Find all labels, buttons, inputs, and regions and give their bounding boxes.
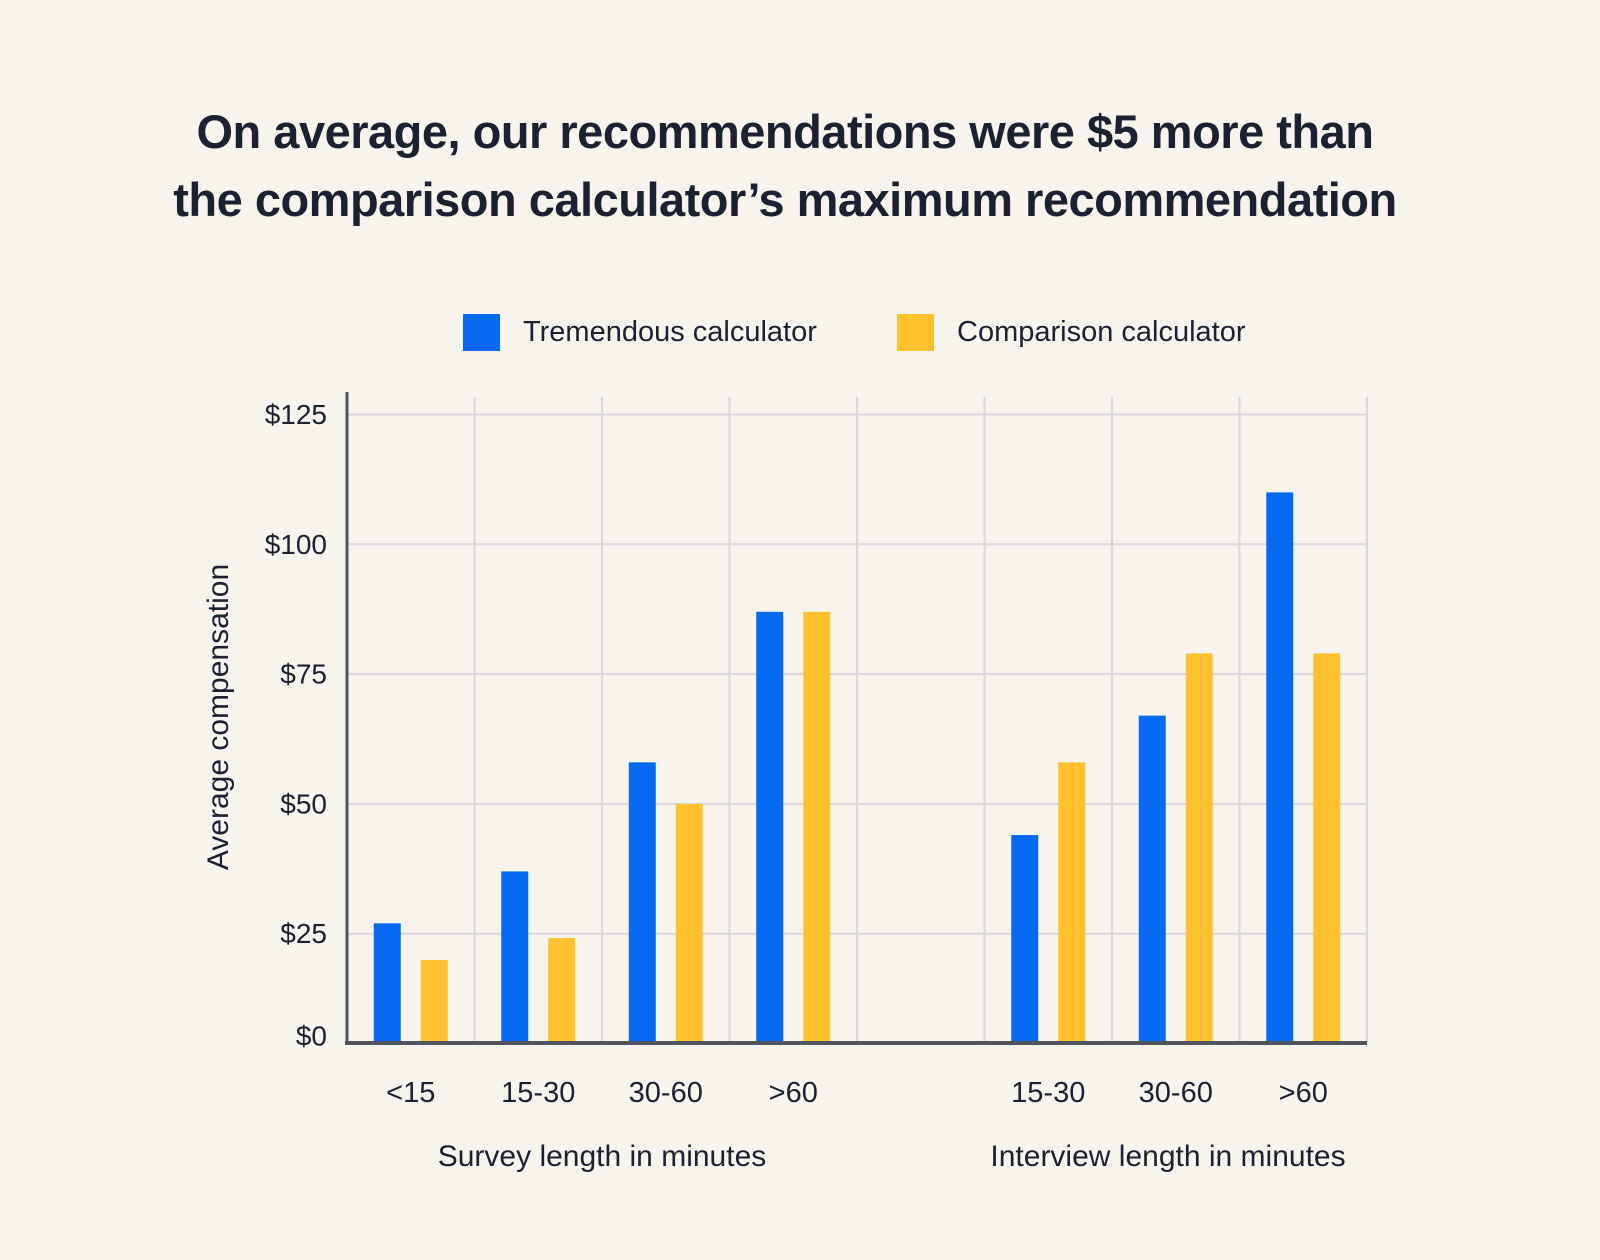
bar-survey-<15-comparison: [420, 959, 448, 1042]
x-tick-label-survey-30-60: 30-60: [629, 1077, 703, 1109]
chart-title: On average, our recommendations were $5 …: [0, 98, 1570, 234]
x-tick-label-interview-15-30: 15-30: [1011, 1077, 1085, 1109]
legend-label-comparison: Comparison calculator: [957, 316, 1246, 348]
bar-survey-15-30-comparison: [548, 938, 576, 1042]
legend-swatch-tremendous: [463, 314, 500, 351]
y-axis-title: Average compensation: [202, 563, 235, 871]
bar-survey-30-60-tremendous: [628, 762, 656, 1042]
bar-interview->60-comparison: [1313, 653, 1341, 1042]
x-axis-title-survey: Survey length in minutes: [437, 1140, 767, 1173]
y-tick-label-25: $25: [280, 918, 327, 949]
x-tick-label-interview->60: >60: [1279, 1077, 1328, 1109]
bar-interview-30-60-comparison: [1185, 653, 1213, 1042]
bar-interview-15-30-tremendous: [1011, 835, 1039, 1042]
chart-title-line-1: On average, our recommendations were $5 …: [196, 105, 1374, 158]
y-tick-label-50: $50: [280, 788, 327, 819]
bar-interview-15-30-comparison: [1058, 762, 1086, 1042]
chart-title-line-2: the comparison calculator’s maximum reco…: [173, 173, 1397, 226]
x-tick-label-survey-15-30: 15-30: [501, 1077, 575, 1109]
bar-survey-15-30-tremendous: [501, 871, 529, 1042]
x-tick-label-interview-30-60: 30-60: [1139, 1077, 1213, 1109]
legend-item-tremendous: Tremendous calculator: [463, 314, 817, 351]
bar-survey->60-comparison: [803, 611, 831, 1042]
bar-interview-30-60-tremendous: [1138, 715, 1166, 1042]
bar-survey-<15-tremendous: [373, 923, 401, 1042]
legend-item-comparison: Comparison calculator: [897, 314, 1246, 351]
bar-interview->60-tremendous: [1266, 492, 1294, 1042]
x-axis-title-interview: Interview length in minutes: [990, 1140, 1346, 1173]
x-tick-label-survey-<15: <15: [386, 1077, 435, 1109]
legend-label-tremendous: Tremendous calculator: [523, 316, 817, 348]
bar-survey-30-60-comparison: [675, 803, 703, 1042]
y-tick-label-75: $75: [280, 659, 327, 690]
x-tick-label-survey->60: >60: [769, 1077, 818, 1109]
bar-survey->60-tremendous: [756, 611, 784, 1042]
legend-swatch-comparison: [897, 314, 934, 351]
y-tick-label-100: $100: [265, 529, 327, 560]
y-tick-label-0: $0: [296, 1021, 327, 1052]
y-tick-label-125: $125: [265, 399, 327, 430]
